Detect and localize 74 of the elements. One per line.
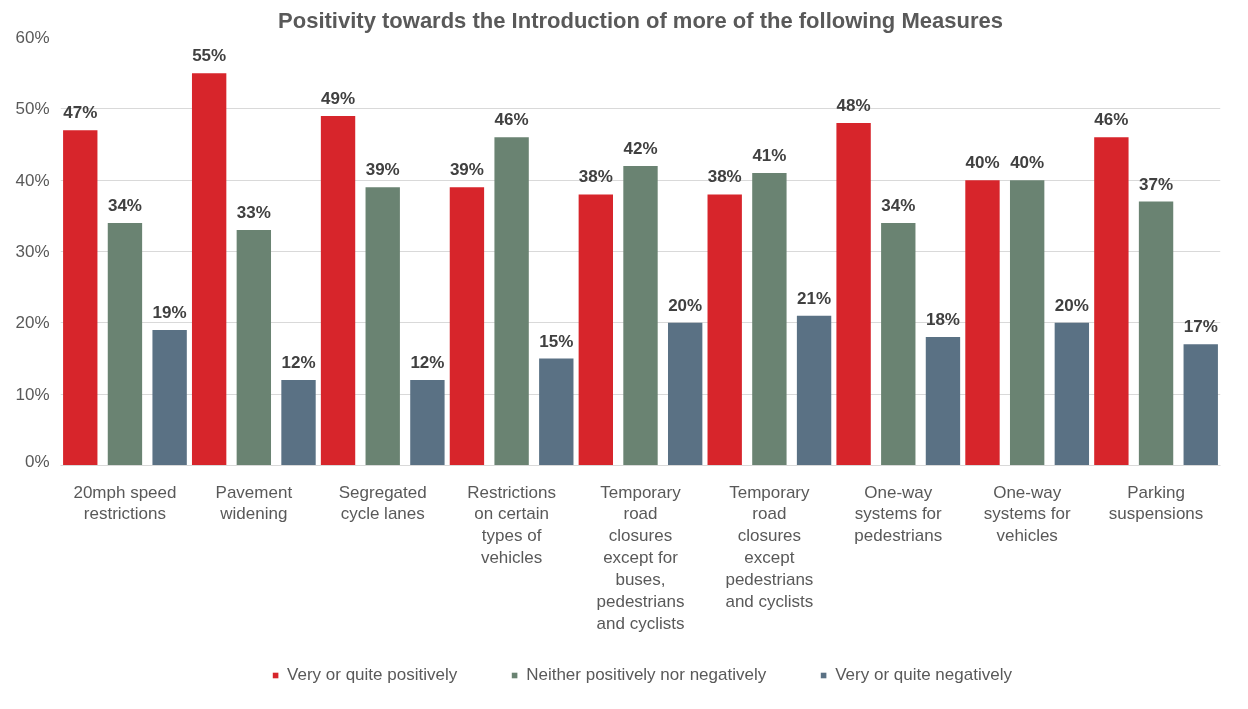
legend-label: Neither positively nor negatively — [526, 665, 767, 685]
bar — [410, 379, 445, 466]
data-label: 34% — [107, 195, 142, 215]
bar — [191, 73, 227, 466]
data-label: 38% — [707, 167, 742, 187]
bar — [752, 173, 787, 466]
bar — [796, 315, 832, 466]
y-tick-label: 50% — [15, 99, 50, 119]
data-label: 12% — [410, 352, 445, 372]
legend-label: Very or quite negatively — [835, 665, 1012, 685]
y-tick-label: 20% — [15, 313, 50, 333]
bar — [63, 130, 98, 466]
data-label: 46% — [1094, 110, 1129, 130]
bar — [1009, 180, 1045, 466]
data-label: 17% — [1183, 317, 1218, 337]
bar — [623, 165, 658, 466]
bar — [236, 230, 272, 466]
data-label: 42% — [623, 138, 658, 158]
bar — [152, 329, 187, 466]
data-label: 12% — [281, 352, 316, 372]
x-tick-label: One-way systems for pedestrians — [854, 482, 943, 546]
bar — [707, 194, 742, 466]
y-tick-label: 30% — [15, 242, 50, 261]
y-tick-label: 40% — [15, 170, 50, 190]
data-label: 48% — [836, 96, 871, 116]
x-tick-label: Restrictions on certain types of vehicles — [467, 482, 557, 568]
bar — [881, 222, 916, 466]
data-label: 20% — [1054, 295, 1089, 315]
y-tick-label: 0% — [24, 451, 50, 471]
x-tick-label: Segregated cycle lanes — [338, 482, 427, 524]
legend-label: Very or quite positively — [287, 665, 458, 685]
y-tick-label: 10% — [15, 384, 50, 404]
bar — [320, 115, 356, 466]
bar — [1094, 137, 1129, 466]
bar — [1183, 344, 1218, 466]
data-label: 49% — [321, 88, 356, 108]
data-label: 15% — [539, 331, 574, 351]
data-label: 55% — [192, 46, 227, 66]
data-label: 19% — [152, 302, 187, 322]
data-label: 39% — [449, 160, 484, 180]
bar — [494, 137, 529, 466]
x-tick-label: Pavement widening — [215, 482, 293, 524]
bar — [668, 322, 703, 466]
data-label: 40% — [1010, 153, 1045, 173]
data-label: 34% — [881, 195, 916, 215]
bar — [449, 187, 485, 466]
y-tick-label: 60% — [15, 28, 50, 47]
bar — [836, 123, 871, 466]
x-tick-label: Parking suspensions — [1108, 482, 1204, 524]
data-label: 47% — [63, 103, 98, 123]
bar — [107, 222, 143, 466]
data-label: 38% — [578, 167, 613, 187]
bar — [539, 358, 574, 466]
data-label: 39% — [365, 160, 400, 180]
bar — [965, 180, 1000, 466]
data-label: 21% — [797, 288, 832, 308]
data-label: 18% — [925, 310, 960, 330]
x-tick-label: Temporary road closures except pedestrians and cyclists — [725, 482, 814, 611]
bar — [578, 194, 613, 466]
data-label: 37% — [1139, 174, 1174, 194]
x-tick-label: 20mph speed restrictions — [73, 482, 177, 524]
bar — [281, 379, 316, 466]
bar — [365, 187, 400, 466]
data-label: 40% — [965, 153, 1000, 173]
data-label: 33% — [236, 203, 271, 223]
data-label: 20% — [668, 295, 703, 315]
chart-title: Positivity towards the Introduction of more of the following Measures — [278, 7, 1003, 33]
bar — [925, 337, 961, 466]
data-label: 41% — [752, 146, 787, 166]
bar — [1054, 322, 1090, 466]
x-tick-label: One-way systems for vehicles — [983, 482, 1071, 546]
bar — [1138, 201, 1174, 466]
x-tick-label: Temporary road closures except for buses, pedestrians and cyclists — [596, 482, 685, 633]
data-label: 46% — [494, 110, 529, 130]
